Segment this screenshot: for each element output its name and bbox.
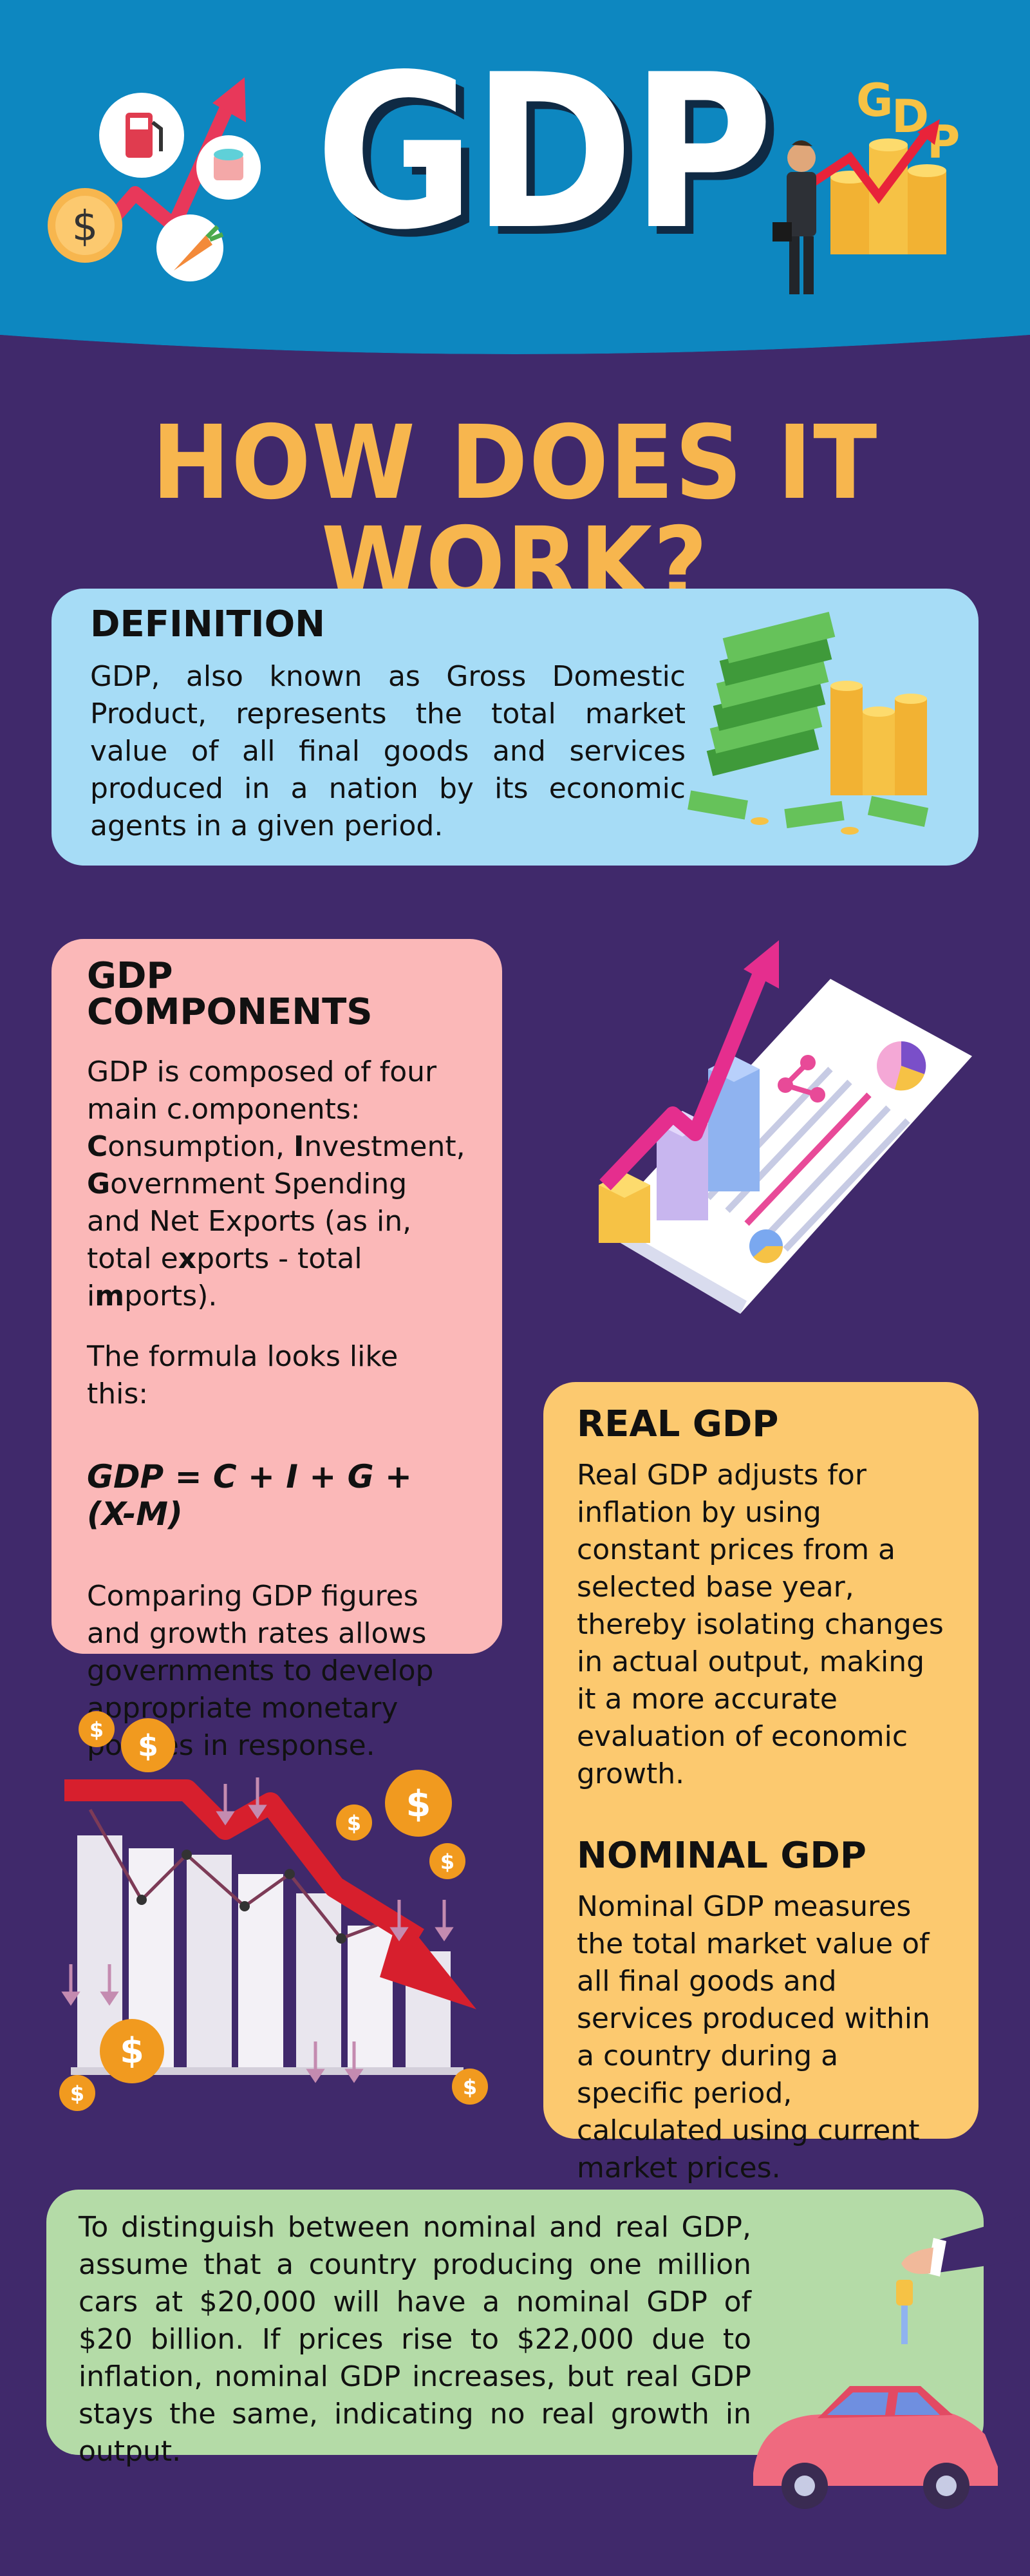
nominal-gdp-text: Nominal GDP measures the total market va…	[577, 1890, 930, 2184]
gold-coins-icon: G D P	[830, 74, 960, 254]
down-arrows-icon	[61, 1777, 454, 2083]
svg-text:$: $	[463, 2075, 477, 2099]
real-gdp-heading: REAL GDP	[577, 1403, 779, 1445]
bar-blocks-icon	[599, 1056, 760, 1243]
businessman-gold-illustration: G D P	[772, 74, 960, 294]
component-letter: C	[87, 1130, 108, 1163]
header-background	[0, 0, 1030, 361]
pink-up-arrow-icon	[599, 940, 779, 1191]
component-letter: I	[293, 1130, 304, 1163]
car-icon	[753, 2386, 998, 2509]
pie-chart-icon	[877, 1041, 926, 1091]
red-trend-arrow-icon	[809, 119, 940, 204]
header-banner: $ GDP G D P	[0, 0, 1030, 361]
decline-chart-illustration: $ $ $ $ $ $ $ $	[59, 1711, 488, 2111]
analytics-chart-illustration	[599, 940, 972, 1314]
economy-icons-cluster: $	[48, 77, 261, 281]
dollar-coin-icon: $	[48, 188, 122, 263]
car-key-illustration	[753, 2215, 1024, 2509]
real-gdp-text: Real GDP adjusts for inflation by using …	[577, 1459, 944, 1790]
components-description: GDP is composed of four main c.omponents…	[87, 1054, 467, 1315]
main-title: GDP	[315, 29, 774, 276]
svg-text:$: $	[440, 1850, 454, 1874]
report-paper-icon	[599, 979, 972, 1314]
definition-heading: DEFINITION	[90, 603, 326, 645]
network-nodes-icon	[778, 1055, 825, 1103]
example-text: To distinguish between nominal and real …	[79, 2211, 751, 2468]
component-text: onsumption,	[108, 1130, 294, 1163]
definition-text: GDP, also known as Gross Domestic Produc…	[90, 660, 686, 842]
components-heading: GDP COMPONENTS	[87, 955, 373, 1033]
component-letter: m	[95, 1280, 125, 1312]
component-text: ports - total i	[87, 1242, 362, 1312]
svg-text:G: G	[856, 74, 893, 127]
coins-stack-icon	[196, 135, 261, 200]
gdp-formula: GDP = C + I + G + (X-M)	[87, 1458, 412, 1533]
formula-intro: The formula looks like this:	[87, 1340, 398, 1410]
hand-key-icon	[896, 2215, 1024, 2344]
component-text: overnment Spending and Net Exports (as i…	[87, 1168, 412, 1275]
svg-text:$: $	[70, 2081, 84, 2106]
svg-text:$: $	[406, 1783, 431, 1825]
component-letter: G	[87, 1168, 111, 1200]
components-card: GDP COMPONENTS GDP is composed of four m…	[52, 939, 502, 1762]
small-pie-icon	[749, 1229, 783, 1264]
carrot-icon	[156, 214, 224, 281]
components-closing: Comparing GDP figures and growth rates a…	[87, 1580, 434, 1762]
svg-text:$: $	[89, 1718, 104, 1742]
white-bars-icon	[71, 1835, 464, 2075]
businessman-icon	[772, 140, 816, 294]
component-letter: x	[178, 1242, 197, 1275]
component-text: nvestment,	[304, 1130, 465, 1163]
gas-pump-icon	[99, 93, 184, 178]
real-nominal-card: REAL GDP Real GDP adjusts for inflation …	[543, 1382, 979, 2184]
dollar-coins-icon: $ $ $ $ $ $ $ $	[59, 1711, 488, 2111]
svg-text:$: $	[347, 1811, 361, 1835]
money-stack-icon	[688, 612, 929, 835]
nominal-gdp-heading: NOMINAL GDP	[577, 1835, 866, 1877]
subtitle: HOW DOES IT WORK?	[151, 404, 879, 624]
red-down-arrow-icon	[64, 1779, 476, 2009]
svg-text:$: $	[120, 2031, 144, 2071]
svg-text:$: $	[138, 1728, 158, 1763]
component-text: ports).	[124, 1280, 218, 1312]
components-intro-prefix: GDP is composed of four	[87, 1056, 437, 1088]
components-intro: main c.omponents:	[87, 1093, 360, 1126]
svg-text:$: $	[72, 203, 98, 251]
